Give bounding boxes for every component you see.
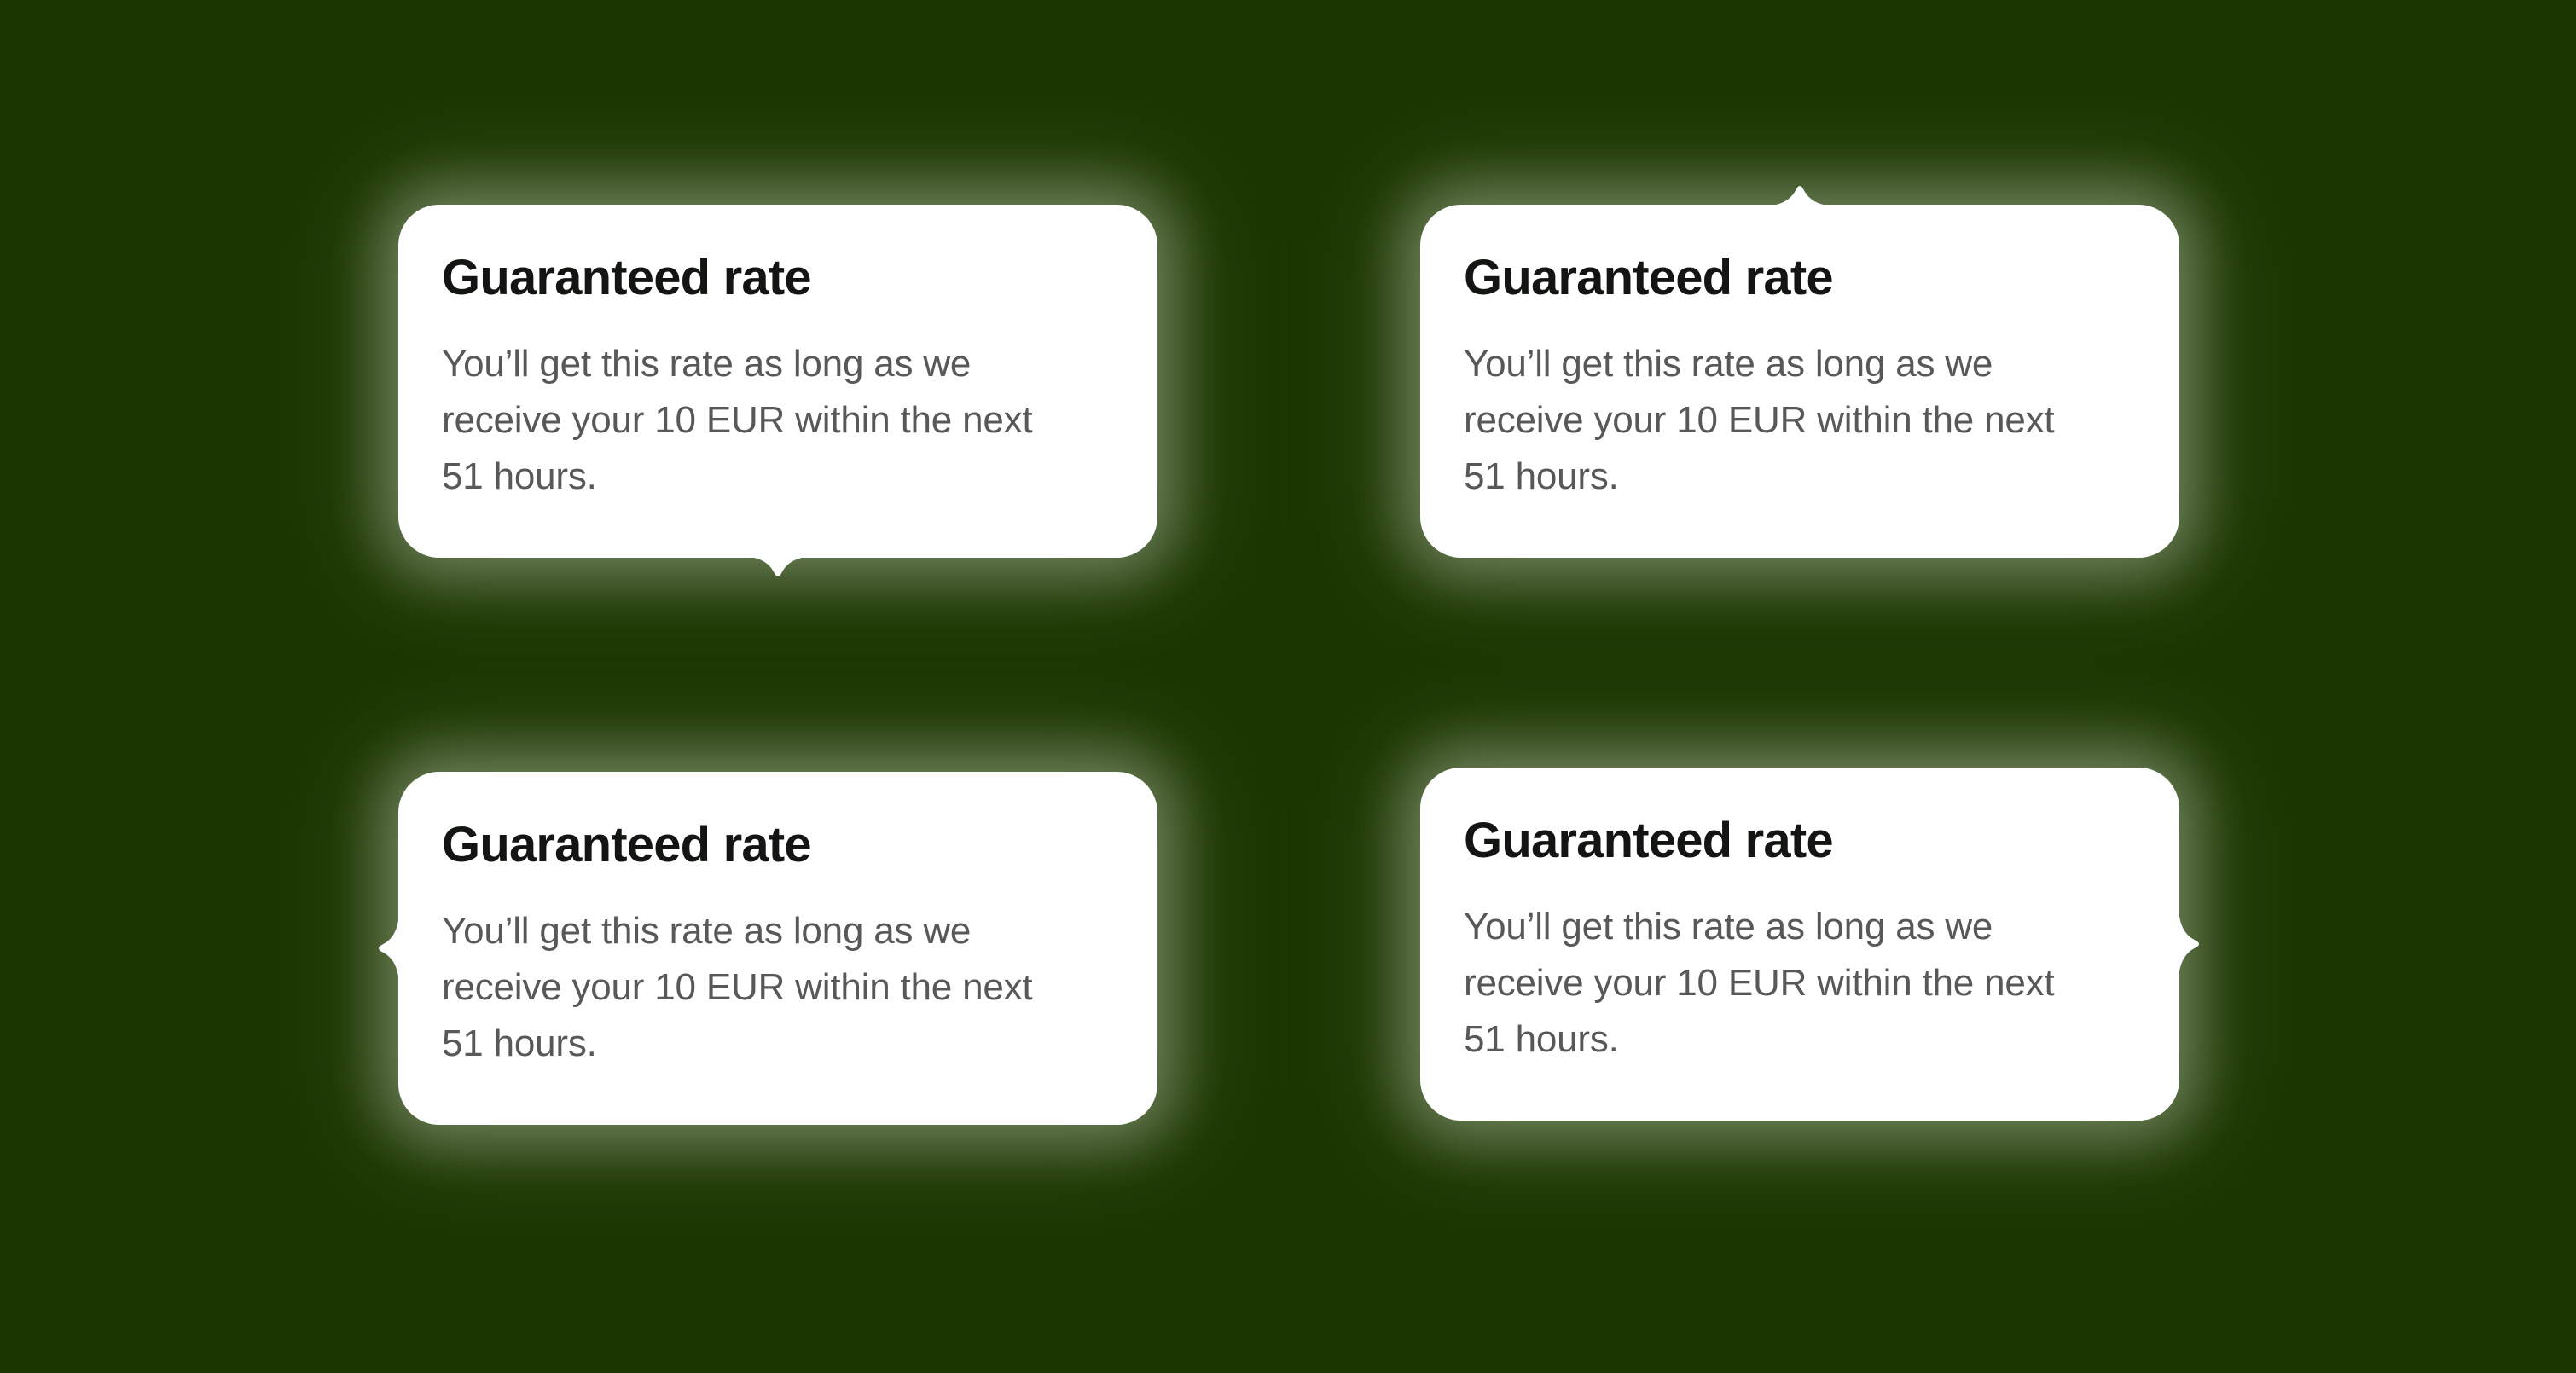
- tooltip-body-line: You’ll get this rate as long as we: [1464, 906, 1993, 947]
- arrow-down-icon: [750, 557, 806, 576]
- tooltip-arrow-left: Guaranteed rate You’ll get this rate as …: [364, 738, 1192, 1159]
- tooltip-body: You’ll get this rate as long as we recei…: [1464, 336, 2136, 505]
- tooltip-body: You’ll get this rate as long as we recei…: [442, 336, 1114, 505]
- tooltip-bubble: Guaranteed rate You’ll get this rate as …: [1420, 768, 2199, 1121]
- tooltip-body-line: receive your 10 EUR within the next: [1464, 962, 2055, 1004]
- tooltip-body-line: 51 hours.: [442, 1023, 597, 1064]
- arrow-up-icon: [1772, 186, 1828, 206]
- tooltip-arrow-bottom: Guaranteed rate You’ll get this rate as …: [364, 171, 1192, 592]
- tooltip-body-line: receive your 10 EUR within the next: [442, 399, 1033, 441]
- tooltip-body-line: 51 hours.: [1464, 1018, 1619, 1060]
- tooltip-body-line: You’ll get this rate as long as we: [442, 343, 972, 385]
- tooltip-body-line: receive your 10 EUR within the next: [1464, 399, 2055, 441]
- tooltip-body-line: 51 hours.: [442, 455, 597, 497]
- tooltip-body: You’ll get this rate as long as we recei…: [442, 903, 1114, 1072]
- tooltip-bubble: Guaranteed rate You’ll get this rate as …: [398, 205, 1157, 576]
- tooltip-arrow-right: Guaranteed rate You’ll get this rate as …: [1386, 733, 2213, 1155]
- tooltip-title: Guaranteed rate: [442, 250, 812, 305]
- tooltip-bubble: Guaranteed rate You’ll get this rate as …: [1420, 186, 2179, 558]
- tooltip-body-line: You’ll get this rate as long as we: [1464, 343, 1993, 385]
- arrow-left-icon: [379, 920, 398, 976]
- tooltip-body-line: You’ll get this rate as long as we: [442, 910, 972, 952]
- tooltip-arrow-top: Guaranteed rate You’ll get this rate as …: [1386, 171, 2213, 592]
- tooltip-title: Guaranteed rate: [1464, 250, 1834, 305]
- tooltip-body-line: 51 hours.: [1464, 455, 1619, 497]
- tooltip-title: Guaranteed rate: [1464, 813, 1834, 868]
- tooltip-bubble: Guaranteed rate You’ll get this rate as …: [379, 772, 1157, 1125]
- tooltip-body-line: receive your 10 EUR within the next: [442, 966, 1033, 1008]
- arrow-right-icon: [2179, 916, 2199, 972]
- tooltip-body: You’ll get this rate as long as we recei…: [1464, 899, 2136, 1068]
- tooltip-title: Guaranteed rate: [442, 817, 812, 872]
